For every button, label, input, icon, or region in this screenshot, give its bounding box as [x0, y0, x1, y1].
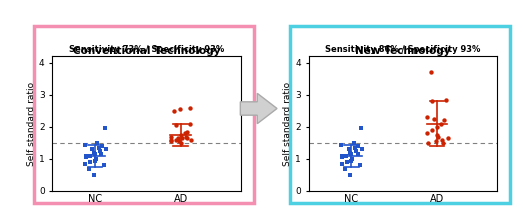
- Point: [91, 159, 99, 162]
- Point: [172, 138, 180, 141]
- Point: [100, 127, 109, 130]
- Y-axis label: Self standard ratio: Self standard ratio: [283, 82, 292, 166]
- Point: [86, 154, 94, 158]
- Point: [426, 71, 435, 74]
- Point: [175, 108, 184, 111]
- Point: [187, 138, 196, 141]
- Point: [181, 135, 190, 138]
- Point: [167, 135, 175, 138]
- Text: Sensitivity 73% / Specificity 93%: Sensitivity 73% / Specificity 93%: [69, 45, 224, 54]
- Point: [175, 140, 184, 143]
- Point: [342, 154, 350, 158]
- Point: [428, 128, 436, 132]
- Point: [91, 152, 99, 156]
- Point: [351, 146, 359, 150]
- Point: [348, 157, 356, 161]
- Point: [430, 117, 438, 121]
- Point: [431, 140, 440, 143]
- Point: [356, 164, 365, 167]
- Point: [98, 144, 106, 148]
- Point: [346, 173, 355, 177]
- Point: [352, 149, 360, 153]
- Point: [89, 151, 98, 154]
- Point: [433, 133, 441, 137]
- Point: [90, 173, 98, 177]
- Point: [176, 133, 185, 137]
- Point: [439, 119, 448, 122]
- Point: [337, 162, 346, 166]
- Point: [345, 148, 353, 151]
- Point: [170, 109, 178, 113]
- Point: [183, 130, 191, 133]
- Point: [96, 149, 104, 153]
- Point: [101, 148, 110, 151]
- Point: [177, 136, 186, 140]
- Point: [349, 141, 358, 145]
- Point: [433, 125, 441, 129]
- Point: [95, 146, 103, 150]
- Point: [438, 138, 446, 141]
- Y-axis label: Self standard ratio: Self standard ratio: [27, 82, 36, 166]
- Point: [82, 156, 90, 159]
- Point: [347, 152, 356, 156]
- Point: [172, 123, 180, 127]
- Point: [100, 164, 108, 167]
- Point: [167, 138, 175, 141]
- Point: [180, 132, 189, 135]
- FancyArrow shape: [240, 93, 277, 124]
- Point: [88, 148, 97, 151]
- Point: [338, 154, 346, 158]
- Point: [81, 143, 89, 146]
- Point: [174, 136, 182, 140]
- Point: [186, 122, 194, 125]
- Point: [177, 141, 185, 145]
- Point: [423, 115, 431, 119]
- Point: [81, 162, 89, 166]
- Point: [357, 127, 365, 130]
- Point: [442, 98, 450, 101]
- Text: Sensitivity 86% / Specificity 93%: Sensitivity 86% / Specificity 93%: [325, 45, 481, 54]
- Point: [183, 136, 191, 140]
- Point: [186, 106, 195, 109]
- Point: [423, 141, 431, 145]
- Point: [434, 135, 442, 138]
- Point: [337, 143, 345, 146]
- Point: [85, 167, 93, 170]
- Point: [358, 148, 366, 151]
- Point: [97, 152, 106, 156]
- Point: [343, 160, 351, 164]
- Point: [86, 160, 95, 164]
- Point: [82, 154, 90, 158]
- Point: [423, 132, 431, 135]
- Point: [347, 159, 356, 162]
- Title: Conventional Technology: Conventional Technology: [73, 46, 220, 56]
- Title: New Technology: New Technology: [355, 46, 450, 56]
- Point: [354, 152, 362, 156]
- Point: [167, 140, 175, 143]
- Point: [92, 157, 100, 161]
- Point: [428, 100, 436, 103]
- Point: [354, 144, 362, 148]
- Point: [437, 122, 445, 125]
- Point: [93, 141, 101, 145]
- Point: [444, 136, 452, 140]
- Point: [346, 151, 354, 154]
- Point: [341, 167, 349, 170]
- Point: [439, 141, 447, 145]
- Point: [338, 156, 346, 159]
